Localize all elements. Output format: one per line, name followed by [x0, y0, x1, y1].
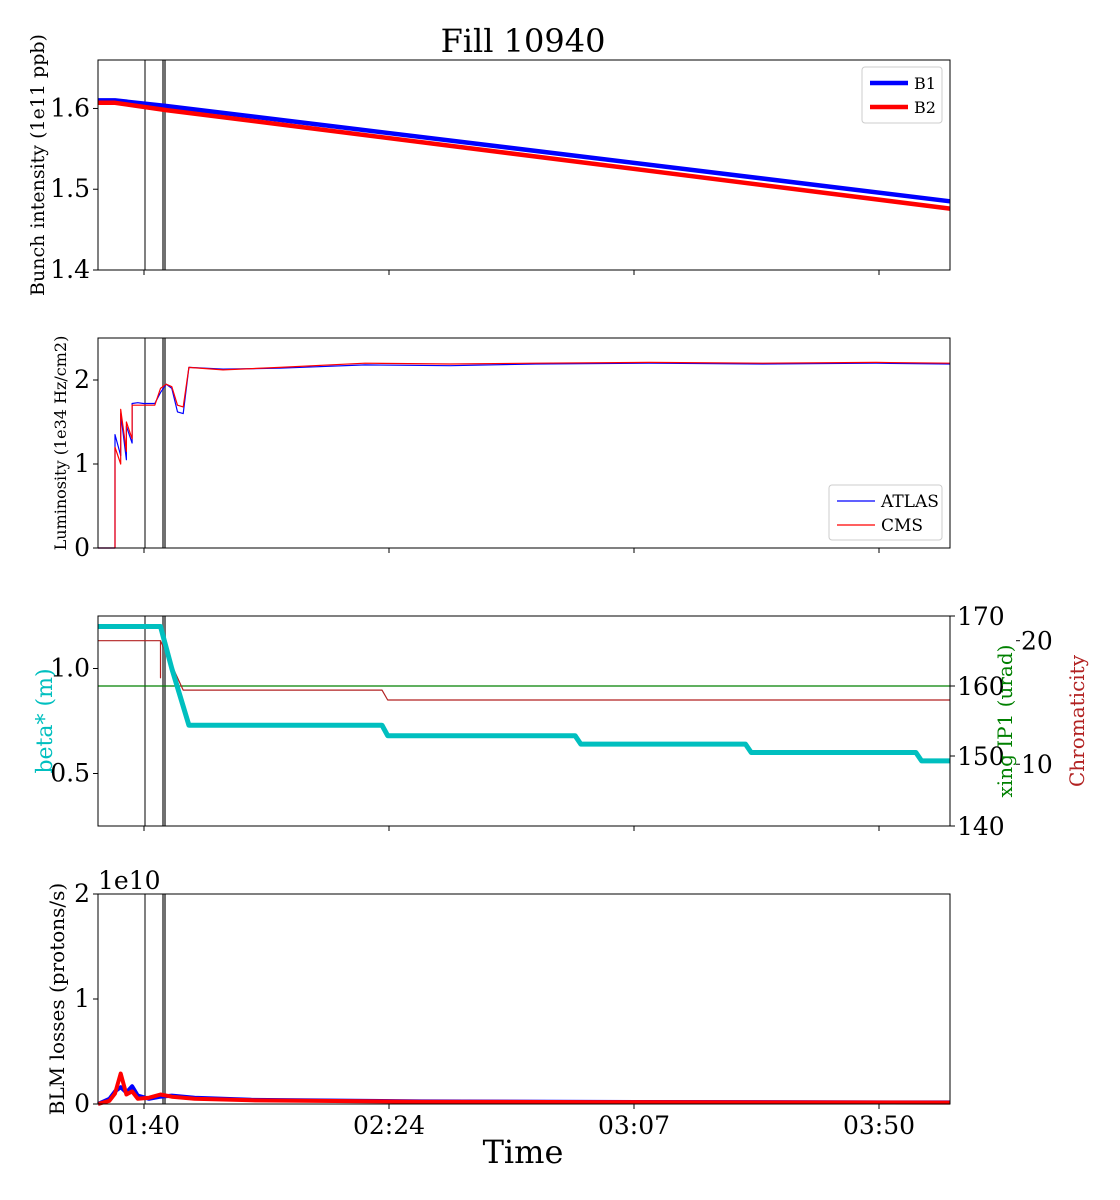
- y2-tick-label: 160: [957, 672, 1005, 701]
- y-axis-label: beta* (m): [33, 668, 58, 773]
- series-line-atlas: [98, 362, 951, 549]
- plot-area-border: [97, 59, 951, 271]
- legend-label: B1: [914, 74, 936, 93]
- legend-box: [828, 484, 943, 541]
- y2-tick-label: 170: [957, 602, 1005, 631]
- y-tick-label: 1.4: [50, 255, 90, 284]
- y-offset-text: 1e10: [98, 866, 161, 895]
- y2-tick-label: 150: [957, 742, 1005, 771]
- figure-title: Fill 10940: [441, 22, 606, 60]
- y-tick-label: 1: [74, 984, 90, 1013]
- plot-area-border: [97, 615, 951, 827]
- y-tick-label: 0.5: [50, 759, 90, 788]
- y2-tick-label: 140: [957, 812, 1005, 841]
- legend-label: ATLAS: [880, 492, 939, 512]
- y-axis-label: Luminosity (1e34 Hz/cm2): [51, 336, 70, 551]
- y-tick-label: 1: [74, 449, 90, 478]
- y-tick-label: 2: [74, 365, 90, 394]
- legend-label: B2: [914, 98, 936, 117]
- plot-area-border: [97, 893, 951, 1105]
- y-axis-label: Bunch intensity (1e11 ppb): [27, 34, 49, 296]
- y-tick-label: 2: [74, 879, 90, 908]
- series-line-b2-losses: [97, 1071, 951, 1106]
- y-axis-label: Chromaticity: [1065, 654, 1089, 787]
- x-tick-label: 03:07: [598, 1111, 670, 1140]
- series-line-b1: [98, 98, 951, 204]
- y3-tick-label: 10: [1021, 750, 1053, 779]
- y-axis-label: BLM losses (protons/s): [45, 883, 69, 1115]
- legend-label: CMS: [881, 516, 923, 536]
- x-axis-label: Time: [483, 1133, 564, 1171]
- y-tick-label: 0: [74, 1089, 90, 1118]
- y-tick-label: 0: [74, 533, 90, 562]
- x-tick-label: 03:50: [843, 1111, 915, 1140]
- plot-area-border: [97, 337, 951, 549]
- series-line-cms: [98, 361, 951, 549]
- y-tick-label: 1.0: [50, 654, 90, 683]
- x-tick-label: 02:24: [353, 1111, 425, 1140]
- y-tick-label: 1.5: [50, 174, 90, 203]
- series-line-beta: [98, 624, 950, 764]
- y-tick-label: 1.6: [50, 93, 90, 122]
- series-line-b2: [98, 100, 951, 211]
- series-line-chromaticity: [98, 640, 950, 701]
- x-tick-label: 01:40: [108, 1111, 180, 1140]
- y3-tick-label: 20: [1021, 627, 1053, 656]
- panel-losses: 01:40 02:24 03:07 03:50 0 1 2 1e10 BLM losses (p…: [45, 866, 951, 1140]
- y-axis-label: xing IP1 (urad): [993, 645, 1017, 798]
